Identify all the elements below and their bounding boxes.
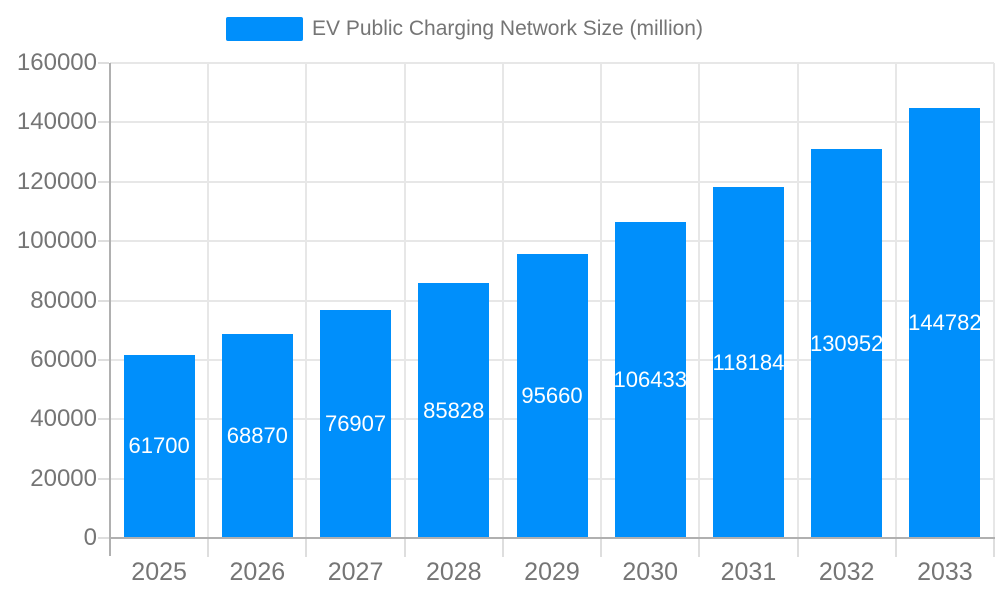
y-tick-label: 80000 [30,286,97,314]
x-tick-label: 2029 [524,558,580,586]
y-axis-tick [98,121,109,124]
y-axis-tick [98,180,109,183]
bar-2031[interactable]: 118184 [713,187,784,538]
v-gridline [403,63,406,538]
legend-label: EV Public Charging Network Size (million… [312,17,703,40]
x-axis-tick [403,539,406,557]
y-tick-label: 120000 [16,167,97,195]
h-gridline [110,180,994,183]
bar-2033[interactable]: 144782 [908,108,982,538]
x-axis-line [109,537,995,539]
x-tick-label: 2026 [229,558,286,586]
x-tick-label: 2033 [917,558,973,586]
bar-value-label: 85828 [423,397,485,423]
bar-value-label: 106433 [613,367,687,393]
bar-value-label: 76907 [324,410,387,436]
v-gridline [207,63,210,538]
bar-value-label: 118184 [712,349,785,375]
x-axis-tick [796,539,799,557]
x-tick-label: 2027 [327,558,384,586]
x-tick-label: 2032 [818,558,875,586]
v-gridline [698,63,701,538]
bar-2027[interactable]: 76907 [320,309,392,538]
h-gridline [110,240,994,243]
x-axis-tick [993,539,995,557]
y-axis-tick [98,537,109,539]
y-axis-tick [98,240,109,243]
v-gridline [600,63,603,538]
bar-value-label: 130952 [809,330,884,356]
y-axis-tick [98,358,109,361]
v-gridline [501,63,504,538]
y-axis-tick [98,418,109,421]
bar-value-label: 144782 [908,310,982,336]
x-axis-tick [600,539,603,557]
legend-item[interactable]: EV Public Charging Network Size (million… [226,17,703,41]
y-tick-label: 40000 [30,405,97,433]
y-axis-tick [98,299,109,302]
legend-swatch [226,17,303,41]
y-tick-label: 140000 [16,108,97,136]
y-axis-line [109,63,111,556]
v-gridline [305,63,308,538]
x-axis-tick [207,539,210,557]
y-tick-label: 160000 [16,49,97,76]
bar-2025[interactable]: 61700 [123,354,195,538]
y-tick-label: 0 [83,524,97,551]
h-gridline [110,121,994,124]
bar-2030[interactable]: 106433 [613,222,687,538]
y-axis-tick [98,62,109,64]
y-tick-label: 60000 [30,345,97,373]
bar-2026[interactable]: 68870 [221,333,293,538]
y-axis-tick [98,477,109,480]
bar-value-label: 68870 [226,422,288,448]
x-tick-label: 2028 [425,558,482,586]
x-axis-tick [894,539,897,557]
h-gridline [110,62,994,64]
x-tick-label: 2030 [622,558,679,586]
bar-2032[interactable]: 130952 [809,149,884,538]
x-axis-tick [501,539,504,557]
bar-value-label: 61700 [128,433,190,459]
x-tick-label: 2031 [720,558,777,586]
plot-area: 61700 68870 76907 85828 95660 106433 118184 130… [110,62,995,538]
bar-2028[interactable]: 85828 [418,283,490,538]
y-tick-label: 100000 [16,227,97,255]
y-tick-label: 20000 [30,464,97,492]
bar-value-label: 95660 [521,383,583,408]
x-axis-tick [305,539,308,557]
x-tick-label: 2025 [131,558,187,586]
v-gridline [993,63,995,538]
v-gridline [796,63,799,538]
v-gridline [894,63,897,538]
bar-2029[interactable]: 95660 [516,254,588,538]
x-axis-tick [698,539,701,557]
